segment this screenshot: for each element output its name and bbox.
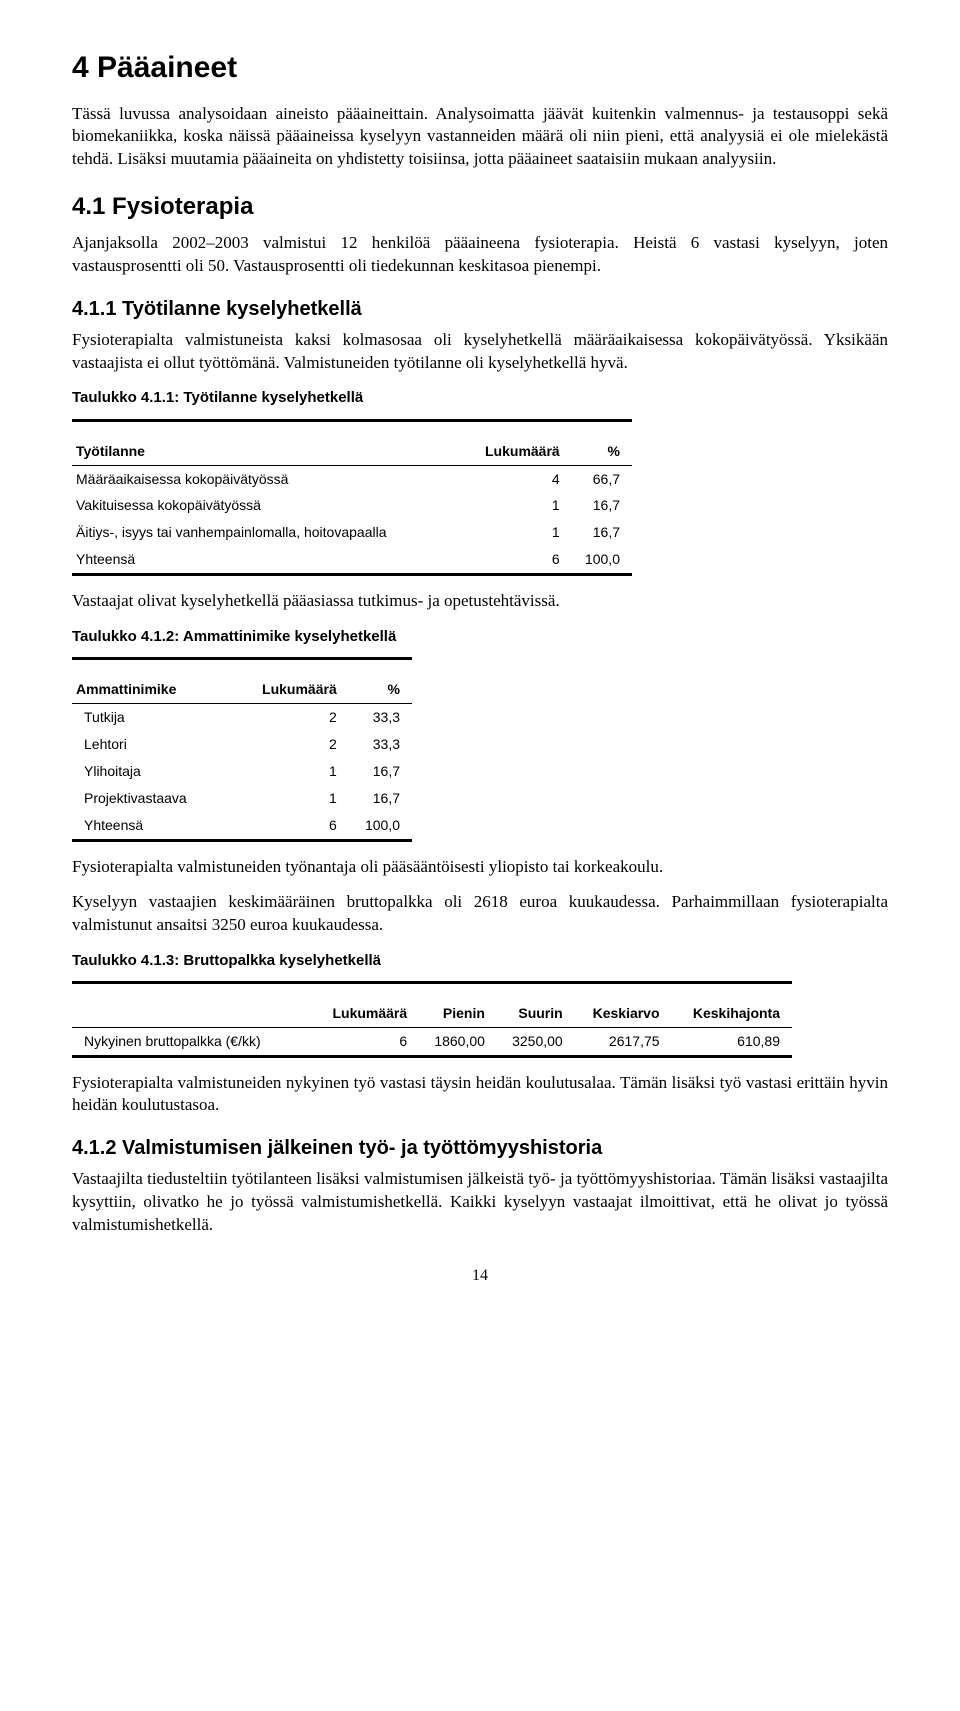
section-heading-4-1: 4.1 Fysioterapia	[72, 191, 888, 223]
table-cell: Lehtori	[72, 731, 236, 758]
page-number: 14	[72, 1265, 888, 1287]
table-title-4-1-2: Taulukko 4.1.2: Ammattinimike kyselyhetk…	[72, 627, 888, 647]
table-cell: Määräaikaisessa kokopäivätyössä	[72, 465, 465, 492]
table-cell: 610,89	[672, 1027, 792, 1056]
table-row: Äitiys-, isyys tai vanhempainlomalla, ho…	[72, 519, 632, 546]
table-cell: 33,3	[349, 731, 412, 758]
table-cell: 2617,75	[575, 1027, 672, 1056]
table-cell: 16,7	[572, 519, 632, 546]
table-cell: Tutkija	[72, 704, 236, 731]
table-4-1-2: AmmattinimikeLukumäärä%Tutkija233,3Lehto…	[72, 657, 412, 841]
table-header: Lukumäärä	[236, 659, 348, 704]
table-cell: 33,3	[349, 704, 412, 731]
table-header	[72, 982, 313, 1027]
table-row: Yhteensä6100,0	[72, 812, 412, 840]
body-paragraph: Fysioterapialta valmistuneiden nykyinen …	[72, 1072, 888, 1118]
table-cell: Yhteensä	[72, 812, 236, 840]
table-header: Keskiarvo	[575, 982, 672, 1027]
body-paragraph: Fysioterapialta valmistuneiden työnantaj…	[72, 856, 888, 879]
table-cell: 1	[465, 519, 572, 546]
body-paragraph: Vastaajilta tiedusteltiin työtilanteen l…	[72, 1168, 888, 1237]
table-header: Lukumäärä	[465, 420, 572, 465]
chapter-heading: 4 Pääaineet	[72, 48, 888, 89]
table-4-1-1: TyötilanneLukumäärä%Määräaikaisessa koko…	[72, 419, 632, 576]
table-title-4-1-3: Taulukko 4.1.3: Bruttopalkka kyselyhetke…	[72, 951, 888, 971]
subsection-heading-4-1-2: 4.1.2 Valmistumisen jälkeinen työ- ja ty…	[72, 1135, 888, 1162]
intro-paragraph: Tässä luvussa analysoidaan aineisto pääa…	[72, 103, 888, 172]
table-header: Keskihajonta	[672, 982, 792, 1027]
table-header: Suurin	[497, 982, 575, 1027]
table-header: %	[572, 420, 632, 465]
table-cell: 6	[313, 1027, 419, 1056]
table-row: Projektivastaava116,7	[72, 785, 412, 812]
table-cell: 1	[236, 758, 348, 785]
table-cell: 16,7	[349, 758, 412, 785]
table-row: Vakituisessa kokopäivätyössä116,7	[72, 492, 632, 519]
table-row: Yhteensä6100,0	[72, 546, 632, 574]
table-row: Ylihoitaja116,7	[72, 758, 412, 785]
table-cell: 6	[465, 546, 572, 574]
table-cell: 1	[236, 785, 348, 812]
body-paragraph: Ajanjaksolla 2002–2003 valmistui 12 henk…	[72, 232, 888, 278]
table-cell: 1	[465, 492, 572, 519]
table-cell: 100,0	[349, 812, 412, 840]
table-cell: 16,7	[349, 785, 412, 812]
table-cell: 100,0	[572, 546, 632, 574]
table-header: Lukumäärä	[313, 982, 419, 1027]
table-row: Nykyinen bruttopalkka (€/kk)61860,003250…	[72, 1027, 792, 1056]
table-cell: 16,7	[572, 492, 632, 519]
subsection-heading-4-1-1: 4.1.1 Työtilanne kyselyhetkellä	[72, 296, 888, 323]
table-row: Määräaikaisessa kokopäivätyössä466,7	[72, 465, 632, 492]
table-header: %	[349, 659, 412, 704]
table-4-1-3: LukumääräPieninSuurinKeskiarvoKeskihajon…	[72, 981, 792, 1058]
table-header: Ammattinimike	[72, 659, 236, 704]
table-header: Pienin	[419, 982, 497, 1027]
table-cell: 2	[236, 704, 348, 731]
table-cell: Yhteensä	[72, 546, 465, 574]
table-cell: 4	[465, 465, 572, 492]
table-cell: Projektivastaava	[72, 785, 236, 812]
body-paragraph: Fysioterapialta valmistuneista kaksi kol…	[72, 329, 888, 375]
table-cell: Vakituisessa kokopäivätyössä	[72, 492, 465, 519]
table-header: Työtilanne	[72, 420, 465, 465]
table-cell: Nykyinen bruttopalkka (€/kk)	[72, 1027, 313, 1056]
table-row: Lehtori233,3	[72, 731, 412, 758]
table-cell: Ylihoitaja	[72, 758, 236, 785]
table-cell: 2	[236, 731, 348, 758]
body-paragraph: Vastaajat olivat kyselyhetkellä pääasias…	[72, 590, 888, 613]
body-paragraph: Kyselyyn vastaajien keskimääräinen brutt…	[72, 891, 888, 937]
table-row: Tutkija233,3	[72, 704, 412, 731]
table-cell: 66,7	[572, 465, 632, 492]
table-cell: 6	[236, 812, 348, 840]
table-title-4-1-1: Taulukko 4.1.1: Työtilanne kyselyhetkell…	[72, 388, 888, 408]
table-cell: 3250,00	[497, 1027, 575, 1056]
table-cell: Äitiys-, isyys tai vanhempainlomalla, ho…	[72, 519, 465, 546]
table-cell: 1860,00	[419, 1027, 497, 1056]
